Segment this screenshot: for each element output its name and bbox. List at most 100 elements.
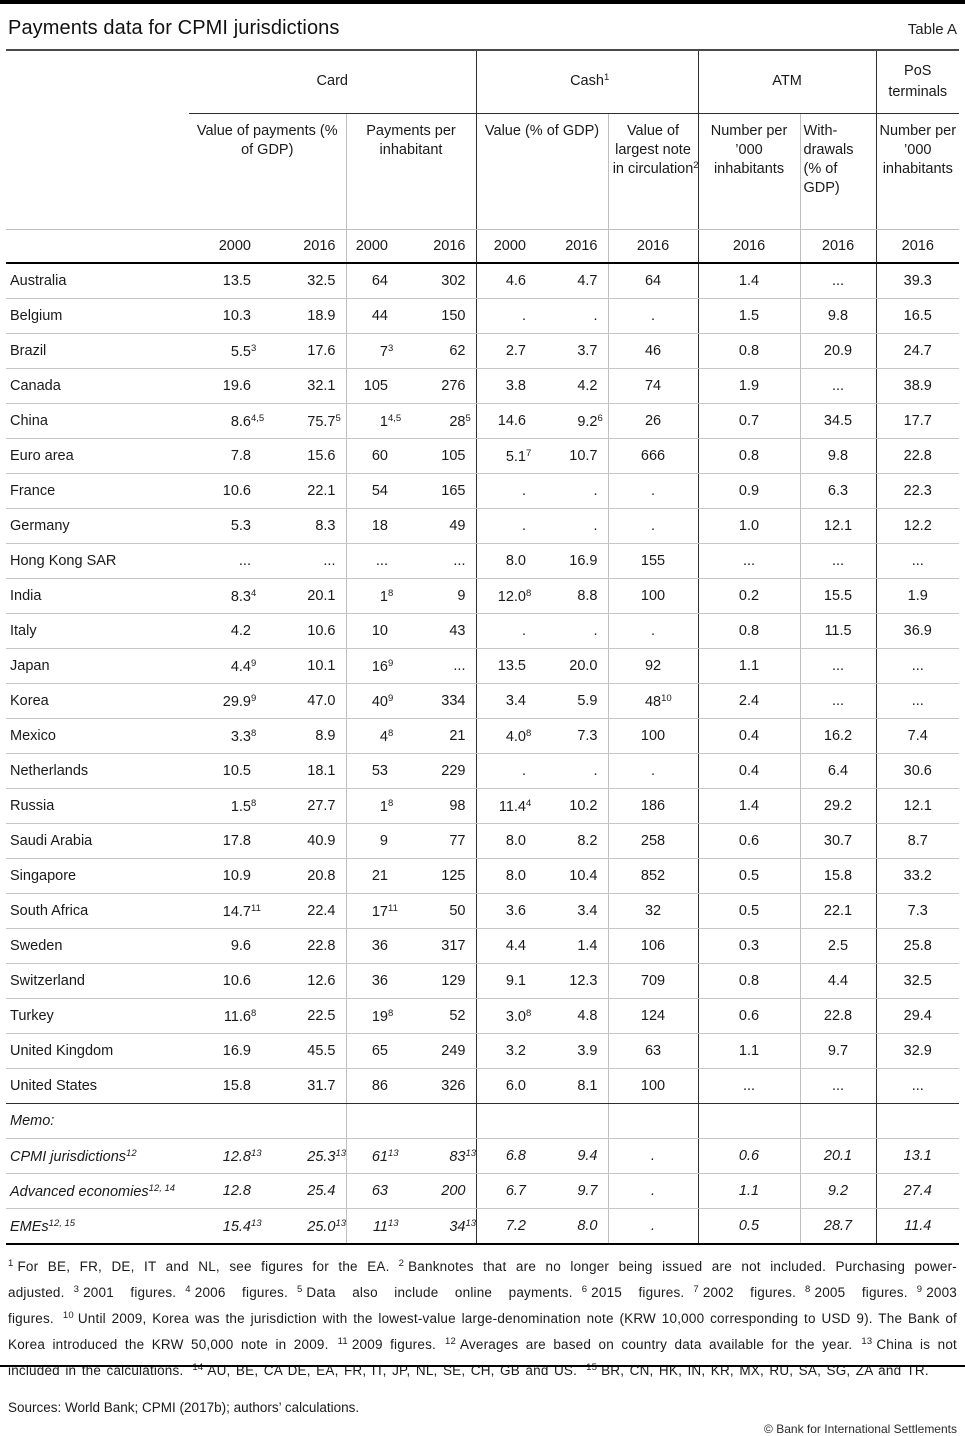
- data-cell: 15.6: [261, 438, 347, 474]
- data-cell: 334: [398, 683, 477, 719]
- data-cell: 3.4: [476, 683, 536, 719]
- data-cell: 40.9: [261, 823, 347, 859]
- data-cell: 8.1: [536, 1068, 609, 1104]
- title-bar: Payments data for CPMI jurisdictions Tab…: [6, 4, 959, 51]
- data-cell: 4.8: [536, 998, 609, 1034]
- data-cell: 63: [608, 1033, 699, 1069]
- data-cell: 25.313: [261, 1138, 347, 1174]
- row-label: Belgium: [6, 298, 189, 334]
- data-cell: 11.44: [476, 788, 536, 824]
- data-cell: 1.1: [698, 1173, 801, 1209]
- data-cell: 45.5: [261, 1033, 347, 1069]
- data-cell: 9.8: [800, 438, 877, 474]
- column-label: Value of payments (% of GDP): [189, 113, 347, 230]
- data-cell: 3.08: [476, 998, 536, 1034]
- data-cell: 8.9: [261, 718, 347, 754]
- data-cell: [536, 1103, 609, 1139]
- footnote-text: Data also include online payments.: [306, 1285, 573, 1300]
- data-cell: 36.9: [876, 613, 960, 649]
- footnote-text: 2006 figures.: [194, 1285, 288, 1300]
- data-cell: 64: [608, 263, 699, 299]
- data-cell: 100: [608, 578, 699, 614]
- data-cell: 34.5: [800, 403, 877, 439]
- footnote-number: 15: [586, 1362, 598, 1373]
- data-cell: 24.7: [876, 333, 960, 369]
- data-cell: .: [476, 613, 536, 649]
- data-cell: ...: [261, 543, 347, 579]
- data-cell: 4810: [608, 683, 699, 719]
- row-label: Germany: [6, 508, 189, 544]
- data-cell: 12.813: [189, 1138, 262, 1174]
- year-label: 2016: [261, 229, 347, 264]
- table-title: Payments data for CPMI jurisdictions: [8, 17, 340, 39]
- data-cell: 7.4: [876, 718, 960, 754]
- data-cell: 10.6: [261, 613, 347, 649]
- year-label: 2000: [189, 229, 261, 264]
- row-label: United States: [6, 1068, 189, 1104]
- row-label: Canada: [6, 368, 189, 404]
- memo-row: EMEs12, 15 15.413 25.013 1113 3413 7.2 8.0. 0.5…: [6, 1208, 960, 1245]
- data-cell: 10.7: [536, 438, 609, 474]
- data-cell: 32.5: [261, 263, 347, 299]
- data-cell: 0.8: [698, 333, 801, 369]
- data-cell: 22.5: [261, 998, 347, 1034]
- memo-row: Advanced economies12, 14 12.8 25.4 63 200 6.7…: [6, 1173, 960, 1209]
- data-cell: 74: [608, 368, 699, 404]
- data-cell: 13.1: [876, 1138, 960, 1174]
- data-cell: 5.3: [189, 508, 261, 544]
- data-cell: 1113: [346, 1208, 399, 1245]
- data-cell: 33.2: [876, 858, 960, 894]
- data-cell: 0.7: [698, 403, 801, 439]
- memo-row: CPMI jurisdictions12 12.813 25.313 6113 8313…: [6, 1138, 960, 1174]
- column-label: Number per ’000 inhabitants: [698, 113, 801, 230]
- data-cell: 20.8: [261, 858, 347, 894]
- data-cell: 186: [608, 788, 699, 824]
- data-cell: 3.38: [189, 718, 261, 754]
- year-label: 2000: [476, 229, 536, 264]
- data-cell: 17.8: [189, 823, 261, 859]
- column-group-label: Cash1: [476, 51, 699, 114]
- year-row: 2000 2016 2000 2016 2000 2016 2016 2016 2016 2016: [6, 229, 960, 264]
- footnote-number: 7: [693, 1284, 699, 1295]
- data-cell: 29.99: [189, 683, 261, 719]
- data-cell: 317: [398, 928, 477, 964]
- row-label: Memo:: [6, 1103, 189, 1139]
- data-cell: 9: [346, 823, 398, 859]
- data-cell: 16.9: [536, 543, 609, 579]
- row-label: Mexico: [6, 718, 189, 754]
- data-cell: [876, 1103, 960, 1139]
- footnote-number: 9: [916, 1284, 923, 1295]
- footnote-text: 2009 figures.: [351, 1337, 436, 1352]
- data-cell: .: [476, 298, 536, 334]
- data-cell: 150: [398, 298, 477, 334]
- column-group-label: Card: [189, 51, 477, 114]
- row-label: China: [6, 403, 189, 439]
- data-cell: 165: [398, 473, 477, 509]
- row-label: India: [6, 578, 189, 614]
- column-group-label: PoS terminals: [876, 51, 960, 114]
- data-cell: 5.53: [189, 333, 261, 369]
- footnote-number: 11: [337, 1336, 348, 1347]
- column-label: Value of largest note in circulation2: [608, 113, 699, 230]
- data-cell: 6.0: [476, 1068, 536, 1104]
- table-row: Mexico 3.38 8.9 48 21 4.08 7.3 100 0.4 16.2 7.4: [6, 718, 960, 754]
- data-cell: 125: [398, 858, 477, 894]
- data-cell: 15.8: [189, 1068, 261, 1104]
- data-cell: 14.711: [189, 893, 261, 929]
- table-row: Sweden 9.6 22.8 36 317 4.4 1.4 106 0.3 2.5 25.8: [6, 928, 960, 964]
- data-cell: 22.3: [876, 473, 960, 509]
- row-label: Switzerland: [6, 963, 189, 999]
- data-cell: 155: [608, 543, 699, 579]
- data-cell: 18: [346, 508, 398, 544]
- data-cell: 9.7: [800, 1033, 877, 1069]
- year-label: 2016: [876, 229, 960, 264]
- data-cell: 1.5: [698, 298, 801, 334]
- data-cell: 38.9: [876, 368, 960, 404]
- data-cell: ...: [800, 648, 877, 684]
- data-cell: 4.2: [536, 368, 609, 404]
- column-label: Value (% of GDP): [476, 113, 609, 230]
- data-cell: 25.8: [876, 928, 960, 964]
- data-cell: 4.7: [536, 263, 609, 299]
- data-cell: 21: [398, 718, 477, 754]
